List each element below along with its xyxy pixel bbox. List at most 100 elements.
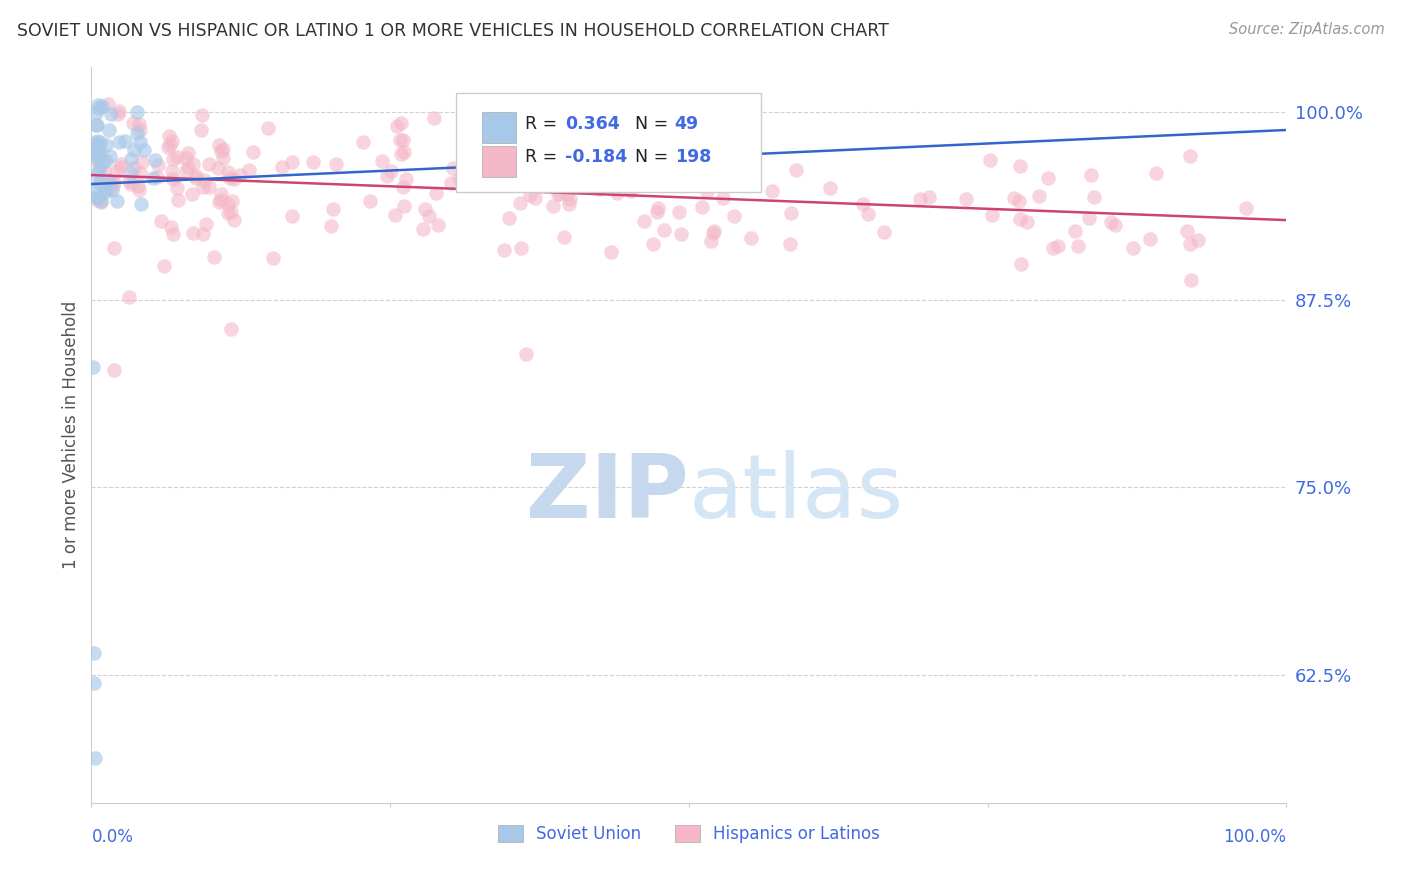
Point <box>145 169 167 184</box>
Point <box>1077 211 1099 225</box>
Point <box>624 139 647 153</box>
Point <box>107 107 129 121</box>
Point <box>633 214 655 228</box>
Y-axis label: 1 or more Vehicles in Household: 1 or more Vehicles in Household <box>62 301 80 569</box>
Point <box>1067 238 1090 252</box>
Point <box>90 194 112 209</box>
Point <box>84 118 107 132</box>
Text: N =: N = <box>636 148 673 167</box>
Point <box>440 177 463 191</box>
Point <box>160 134 183 148</box>
Point <box>498 211 520 226</box>
Point <box>238 163 260 178</box>
Point <box>1015 215 1038 229</box>
Point <box>555 186 578 201</box>
Point <box>620 182 643 196</box>
Point <box>955 192 977 206</box>
Text: 100.0%: 100.0% <box>1223 828 1286 846</box>
Point <box>207 161 229 175</box>
Point <box>553 230 575 244</box>
Text: 0.364: 0.364 <box>565 114 620 133</box>
Point <box>83 646 105 660</box>
Point <box>209 193 232 207</box>
Point <box>558 192 581 206</box>
Point <box>83 153 105 167</box>
Text: 49: 49 <box>675 114 699 133</box>
Point <box>97 123 120 137</box>
Point <box>83 184 105 198</box>
Point <box>359 194 381 208</box>
Point <box>166 193 188 207</box>
Point <box>129 135 152 149</box>
Point <box>588 182 610 196</box>
Point <box>100 175 122 189</box>
Point <box>84 106 107 120</box>
Point <box>217 206 239 220</box>
Text: 0.0%: 0.0% <box>91 828 134 846</box>
Point <box>322 202 344 217</box>
Point <box>87 98 110 112</box>
Point <box>86 118 108 132</box>
Point <box>388 133 411 147</box>
Point <box>700 234 723 248</box>
Point <box>779 237 801 252</box>
Point <box>1234 201 1257 215</box>
Point <box>101 183 124 197</box>
Point <box>1083 190 1105 204</box>
Point <box>84 190 107 204</box>
Point <box>83 675 105 690</box>
Point <box>105 164 128 178</box>
Point <box>579 161 602 176</box>
Point <box>494 243 516 257</box>
Point <box>90 194 112 209</box>
Point <box>87 102 110 116</box>
Point <box>1122 241 1144 255</box>
Point <box>103 175 125 189</box>
Point <box>761 184 783 198</box>
Point <box>82 360 104 375</box>
Point <box>89 140 111 154</box>
Point <box>83 136 105 150</box>
Point <box>679 178 702 193</box>
Point <box>100 149 122 163</box>
Point <box>723 209 745 223</box>
Point <box>873 225 896 239</box>
Point <box>1028 189 1050 203</box>
Point <box>125 126 148 140</box>
Point <box>509 195 531 210</box>
Point <box>242 145 264 159</box>
Point <box>301 155 323 169</box>
Point <box>548 187 571 202</box>
FancyBboxPatch shape <box>456 93 761 192</box>
Point <box>1036 171 1059 186</box>
Point <box>524 191 547 205</box>
Point <box>190 122 212 136</box>
Point <box>380 164 402 178</box>
Point <box>193 180 215 194</box>
Point <box>1010 257 1032 271</box>
Point <box>510 241 533 255</box>
Point <box>174 163 197 178</box>
Point <box>190 108 212 122</box>
FancyBboxPatch shape <box>482 112 516 143</box>
Point <box>1099 215 1122 229</box>
Point <box>89 175 111 189</box>
Point <box>1063 224 1085 238</box>
Point <box>217 165 239 179</box>
Point <box>1080 168 1102 182</box>
Point <box>1010 212 1032 227</box>
Point <box>395 172 418 186</box>
Point <box>1002 191 1025 205</box>
Point <box>208 138 231 153</box>
Point <box>918 190 941 204</box>
Point <box>181 157 204 171</box>
Point <box>194 217 217 231</box>
Point <box>979 153 1001 167</box>
Point <box>160 164 183 178</box>
Point <box>702 224 724 238</box>
Point <box>89 162 111 177</box>
Point <box>162 172 184 186</box>
Point <box>1187 233 1209 247</box>
Point <box>166 151 188 165</box>
Point <box>209 186 232 201</box>
